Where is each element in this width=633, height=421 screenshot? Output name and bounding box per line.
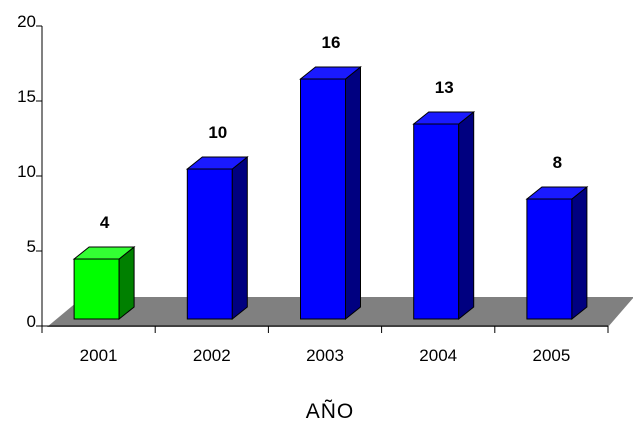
- x-axis-ticks: [41, 326, 609, 333]
- bar-top-face: [299, 66, 362, 80]
- x-tick-label: 2003: [306, 346, 344, 365]
- y-tick-label: 15: [17, 87, 36, 106]
- bar: [185, 155, 249, 321]
- bar-side-face: [571, 185, 588, 321]
- bar: [72, 245, 136, 321]
- x-tick-label: 2004: [419, 346, 457, 365]
- y-tick-label: 5: [27, 237, 36, 256]
- y-tick-label: 20: [17, 12, 36, 31]
- bars-group: [72, 65, 589, 321]
- bar-top-face: [185, 156, 249, 170]
- bar-top-face: [412, 111, 476, 125]
- bar-front-face: [526, 198, 573, 320]
- data-label: 16: [322, 33, 341, 52]
- data-label: 10: [208, 123, 227, 142]
- bar-front-face: [186, 168, 233, 320]
- y-tick-label: 0: [27, 312, 36, 331]
- bar: [299, 65, 362, 321]
- category-labels-group: 2001 2002 2003 2004 2005: [80, 346, 571, 365]
- x-tick-label: 2002: [193, 346, 231, 365]
- data-label: 13: [435, 78, 454, 97]
- x-tick-label: 2005: [532, 346, 570, 365]
- bar: [525, 185, 589, 321]
- x-axis-title: AÑO: [306, 399, 355, 421]
- bar-front-face: [73, 258, 120, 320]
- bar: [412, 110, 476, 321]
- bar-top-face: [72, 246, 136, 260]
- bar-top-face: [525, 186, 589, 200]
- bar-front-face: [413, 123, 460, 320]
- bar-side-face: [345, 65, 361, 321]
- x-tick-label: 2001: [80, 346, 118, 365]
- bar-front-face: [300, 78, 346, 320]
- data-labels-group: 4 10 16 13 8: [100, 33, 562, 232]
- data-label: 8: [553, 153, 562, 172]
- bar-side-face: [458, 110, 475, 321]
- y-axis-ticks: 0 5 10 15 20: [17, 12, 42, 331]
- y-tick-label: 10: [17, 162, 36, 181]
- data-label: 4: [100, 213, 110, 232]
- bar-side-face: [231, 155, 248, 321]
